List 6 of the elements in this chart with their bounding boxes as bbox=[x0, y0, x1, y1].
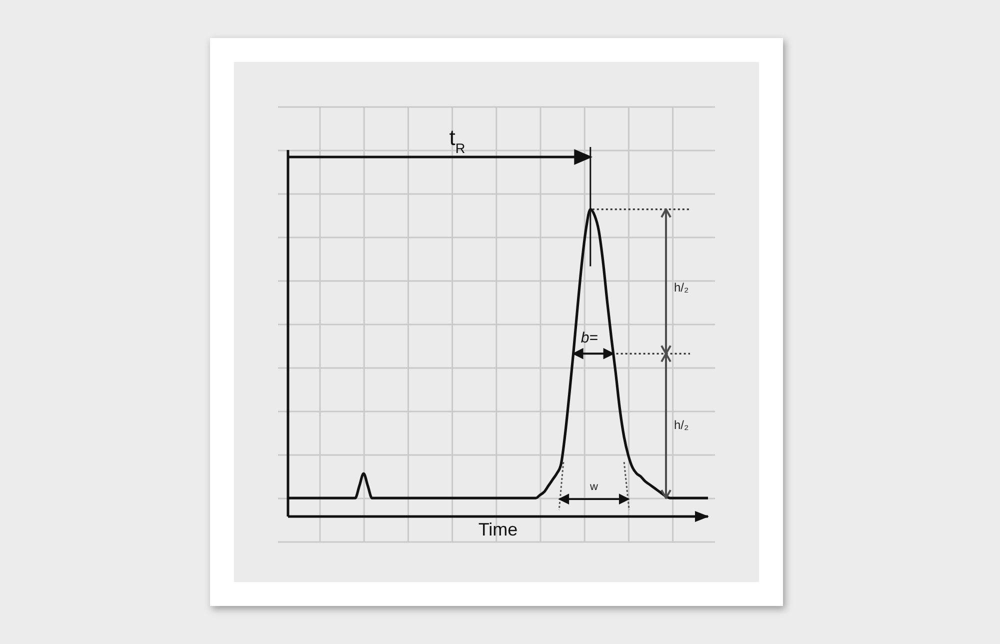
annotation: b= bbox=[580, 330, 598, 347]
text: t$_{R}$ bbox=[449, 125, 466, 156]
annotation: h/₂ bbox=[674, 418, 690, 432]
annotation: w bbox=[589, 481, 598, 494]
annotation: h/₂ bbox=[674, 280, 690, 294]
x-axis-title: Time bbox=[478, 520, 518, 540]
